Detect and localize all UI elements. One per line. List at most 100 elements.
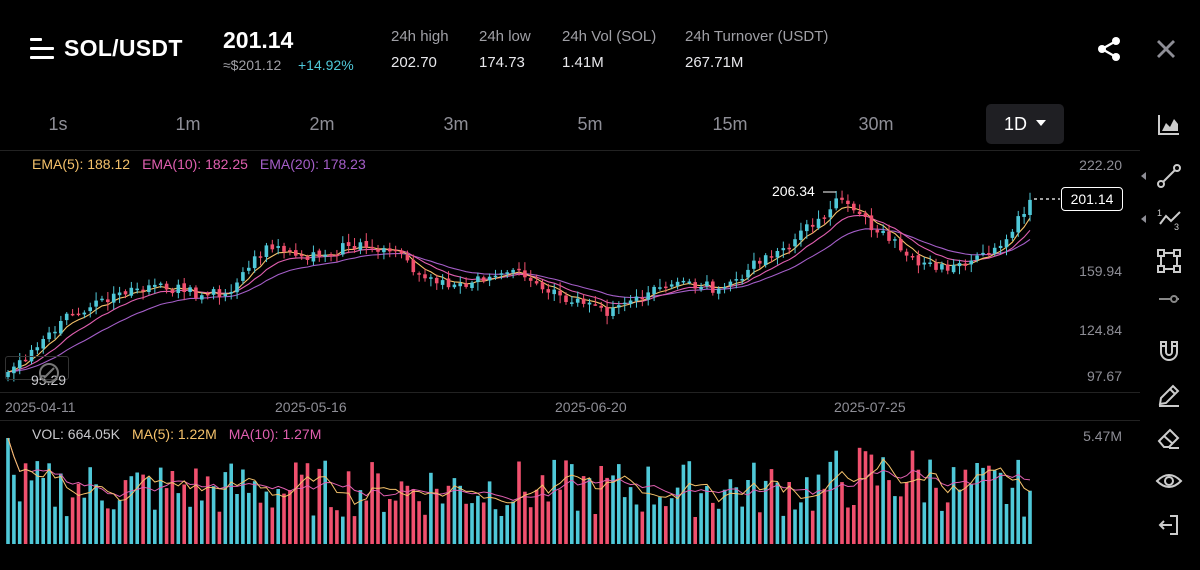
volume-bar xyxy=(288,490,292,544)
candle-body xyxy=(992,247,997,254)
volume-bar xyxy=(681,464,686,544)
candle-body xyxy=(276,246,280,248)
volume-bar xyxy=(335,510,339,544)
candle-body xyxy=(481,277,486,282)
tab-1s[interactable]: 1s xyxy=(48,114,68,134)
candle-body xyxy=(217,289,222,298)
volume-bar xyxy=(716,508,721,544)
candle-body xyxy=(705,281,709,287)
ema20-line xyxy=(7,228,1031,373)
candlestick-chart[interactable] xyxy=(0,150,1140,420)
volume-bar xyxy=(452,478,457,544)
candle-body xyxy=(769,256,774,258)
candle-body xyxy=(740,279,744,281)
volume-max-label: 5.47M xyxy=(1083,428,1122,444)
candle-body xyxy=(317,250,322,257)
candle-body xyxy=(875,229,880,233)
candle-body xyxy=(981,252,985,255)
candle-body xyxy=(411,259,416,273)
candle-body xyxy=(370,246,374,249)
approx-usd-price: ≈$201.12 xyxy=(223,57,282,73)
candle-body xyxy=(746,269,750,278)
exit-icon[interactable] xyxy=(1154,510,1184,540)
volume-bar xyxy=(705,485,709,544)
tab-1d-dropdown[interactable]: 1D xyxy=(986,104,1064,144)
vol-label: VOL: 664.05K xyxy=(32,426,120,442)
tab-15m[interactable]: 15m xyxy=(712,114,748,134)
volume-bar xyxy=(82,497,87,544)
candle-body xyxy=(857,211,862,214)
chart-settings-icon[interactable] xyxy=(38,362,60,384)
volume-bar xyxy=(176,493,181,544)
volume-bar xyxy=(793,509,797,544)
volume-bar xyxy=(599,466,603,544)
share-icon[interactable] xyxy=(1094,34,1124,64)
candle-body xyxy=(229,292,233,294)
volume-bar xyxy=(617,464,621,544)
volume-bar xyxy=(311,515,316,544)
volume-chart[interactable] xyxy=(0,420,1140,570)
candle-body xyxy=(82,312,87,315)
candle-body xyxy=(29,349,34,362)
volume-bar xyxy=(423,514,427,544)
volume-bar xyxy=(346,471,351,544)
candle-body xyxy=(117,292,122,296)
tab-3m[interactable]: 3m xyxy=(443,114,469,134)
menu-icon[interactable] xyxy=(30,38,54,60)
volume-bar xyxy=(922,502,927,544)
volume-bar xyxy=(951,467,956,544)
volume-bar xyxy=(975,463,979,544)
volume-bar xyxy=(211,486,216,544)
magnet-icon[interactable] xyxy=(1154,336,1184,366)
candle-body xyxy=(581,298,586,304)
volume-bar xyxy=(470,503,474,544)
volume-bar xyxy=(64,516,69,544)
candle-body xyxy=(59,321,63,334)
tool-expand-icon[interactable] xyxy=(1141,172,1146,180)
pair-name[interactable]: SOL/USDT xyxy=(64,35,183,61)
candle-body xyxy=(904,251,909,256)
candle-body xyxy=(499,273,504,275)
tab-1m[interactable]: 1m xyxy=(175,114,201,134)
candle-body xyxy=(123,291,128,295)
volume-bar xyxy=(593,514,598,544)
volume-bar xyxy=(446,485,451,544)
candle-body xyxy=(458,283,462,287)
tab-30m[interactable]: 30m xyxy=(858,114,894,134)
candle-body xyxy=(922,262,927,265)
candle-body xyxy=(810,224,815,227)
x-tick-label: 2025-04-11 xyxy=(5,399,76,415)
volume-bar xyxy=(111,509,116,544)
tool-expand-icon[interactable] xyxy=(1141,215,1146,223)
close-icon[interactable] xyxy=(1154,37,1178,61)
high-price-label: 206.34 xyxy=(772,183,815,199)
candle-body xyxy=(464,283,468,287)
candle-body xyxy=(611,307,615,316)
volume-bar xyxy=(722,489,727,544)
volume-bar xyxy=(252,481,257,544)
candle-body xyxy=(341,243,345,255)
candle-body xyxy=(247,267,251,271)
volume-bar xyxy=(458,485,462,544)
candle-body xyxy=(869,215,874,231)
candle-body xyxy=(346,242,351,246)
trend-line-icon[interactable] xyxy=(1154,161,1184,191)
ruler-icon[interactable] xyxy=(1154,284,1184,314)
volume-bar xyxy=(276,489,280,544)
shape-icon[interactable] xyxy=(1154,246,1184,276)
candle-body xyxy=(805,224,809,232)
tab-5m[interactable]: 5m xyxy=(577,114,603,134)
tab-2m[interactable]: 2m xyxy=(309,114,335,134)
candle-body xyxy=(282,245,286,252)
volume-bar xyxy=(857,447,862,544)
visibility-icon[interactable] xyxy=(1154,466,1184,496)
pencil-icon[interactable] xyxy=(1154,380,1184,410)
candle-body xyxy=(364,241,369,248)
volume-bar xyxy=(693,517,697,544)
candle-body xyxy=(258,256,263,258)
eraser-icon[interactable] xyxy=(1154,422,1184,452)
volume-bar xyxy=(969,484,973,544)
chart-type-icon[interactable] xyxy=(1154,110,1184,140)
candle-body xyxy=(693,282,697,289)
